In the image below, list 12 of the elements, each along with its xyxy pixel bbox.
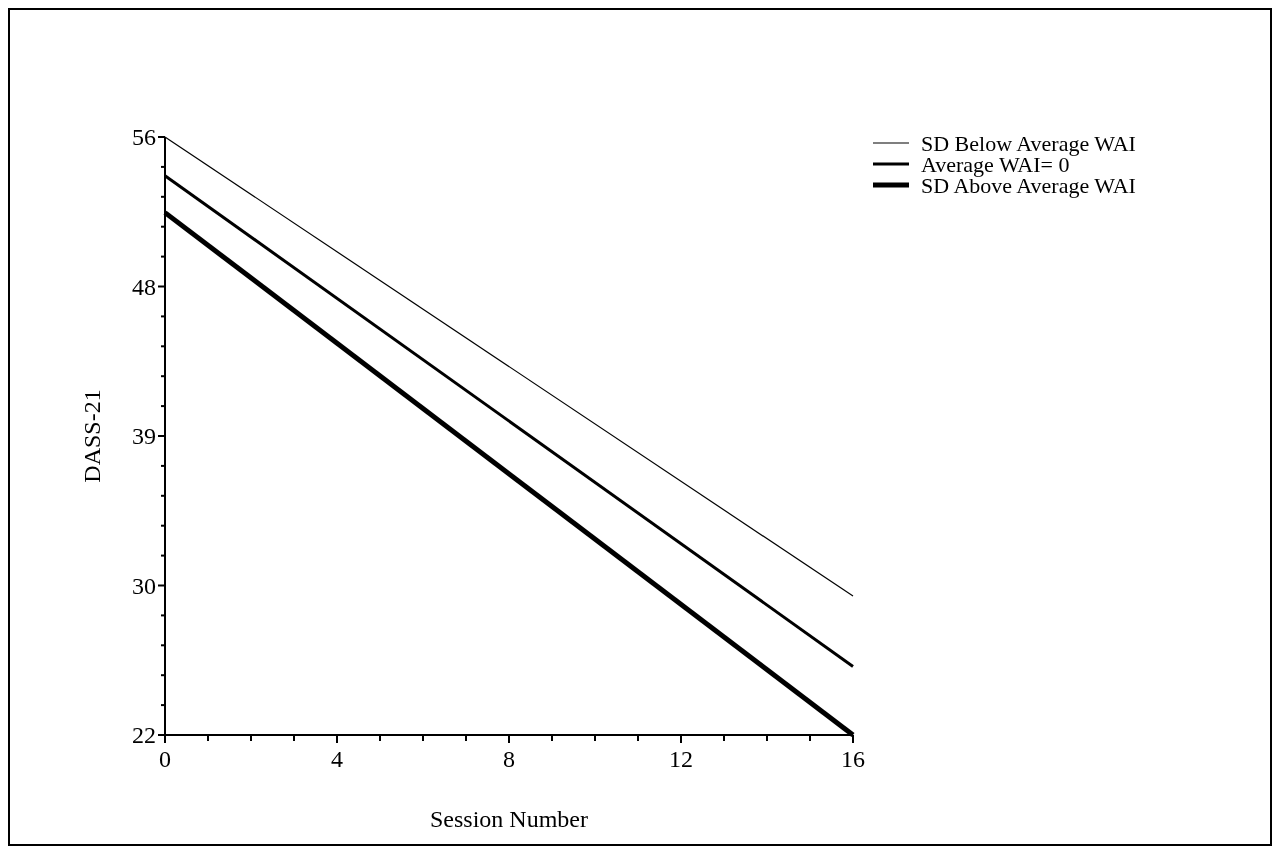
x-tick-label: 0: [159, 746, 171, 772]
x-tick-label: 16: [841, 746, 865, 772]
y-tick-label: 30: [132, 572, 156, 599]
x-tick-label: 4: [331, 746, 343, 772]
x-axis-title: Session Number: [430, 806, 588, 832]
y-tick-label: 56: [132, 124, 156, 151]
y-tick-label: 22: [132, 722, 156, 749]
y-axis-title: DASS-21: [79, 389, 105, 483]
y-tick-label: 48: [132, 273, 156, 300]
x-tick-label: 8: [503, 746, 515, 772]
y-tick-label: 39: [132, 423, 156, 450]
x-tick-label: 12: [669, 746, 693, 772]
